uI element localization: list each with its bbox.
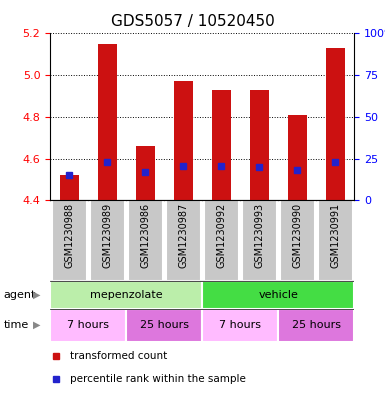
Text: 25 hours: 25 hours bbox=[292, 320, 341, 330]
Bar bbox=[50, 309, 126, 342]
Bar bbox=[204, 200, 239, 281]
Text: GDS5057 / 10520450: GDS5057 / 10520450 bbox=[110, 14, 275, 29]
Bar bbox=[127, 200, 162, 281]
Bar bbox=[52, 200, 87, 281]
Bar bbox=[212, 90, 231, 200]
Text: 25 hours: 25 hours bbox=[140, 320, 189, 330]
Bar bbox=[202, 281, 354, 309]
Text: GSM1230993: GSM1230993 bbox=[254, 203, 264, 268]
Bar bbox=[326, 48, 345, 200]
Bar bbox=[249, 90, 269, 200]
Bar bbox=[50, 281, 202, 309]
Text: vehicle: vehicle bbox=[258, 290, 298, 300]
Text: 7 hours: 7 hours bbox=[67, 320, 109, 330]
Bar bbox=[166, 200, 201, 281]
Bar bbox=[318, 200, 353, 281]
Text: agent: agent bbox=[4, 290, 36, 300]
Text: time: time bbox=[4, 320, 29, 330]
Bar bbox=[136, 146, 155, 200]
Bar bbox=[242, 200, 277, 281]
Text: GSM1230989: GSM1230989 bbox=[102, 203, 112, 268]
Text: mepenzolate: mepenzolate bbox=[90, 290, 162, 300]
Text: percentile rank within the sample: percentile rank within the sample bbox=[70, 374, 246, 384]
Text: transformed count: transformed count bbox=[70, 351, 167, 361]
Text: GSM1230986: GSM1230986 bbox=[140, 203, 150, 268]
Text: 7 hours: 7 hours bbox=[219, 320, 261, 330]
Bar bbox=[202, 309, 278, 342]
Text: GSM1230988: GSM1230988 bbox=[64, 203, 74, 268]
Bar bbox=[280, 200, 315, 281]
Text: ▶: ▶ bbox=[33, 290, 40, 300]
Text: GSM1230991: GSM1230991 bbox=[330, 203, 340, 268]
Bar bbox=[97, 44, 117, 200]
Bar bbox=[174, 81, 192, 200]
Text: GSM1230992: GSM1230992 bbox=[216, 203, 226, 268]
Text: GSM1230990: GSM1230990 bbox=[292, 203, 302, 268]
Text: GSM1230987: GSM1230987 bbox=[178, 203, 188, 268]
Bar bbox=[278, 309, 354, 342]
Bar bbox=[288, 115, 307, 200]
Text: ▶: ▶ bbox=[33, 320, 40, 330]
Bar bbox=[60, 175, 79, 200]
Bar bbox=[126, 309, 202, 342]
Bar bbox=[90, 200, 125, 281]
